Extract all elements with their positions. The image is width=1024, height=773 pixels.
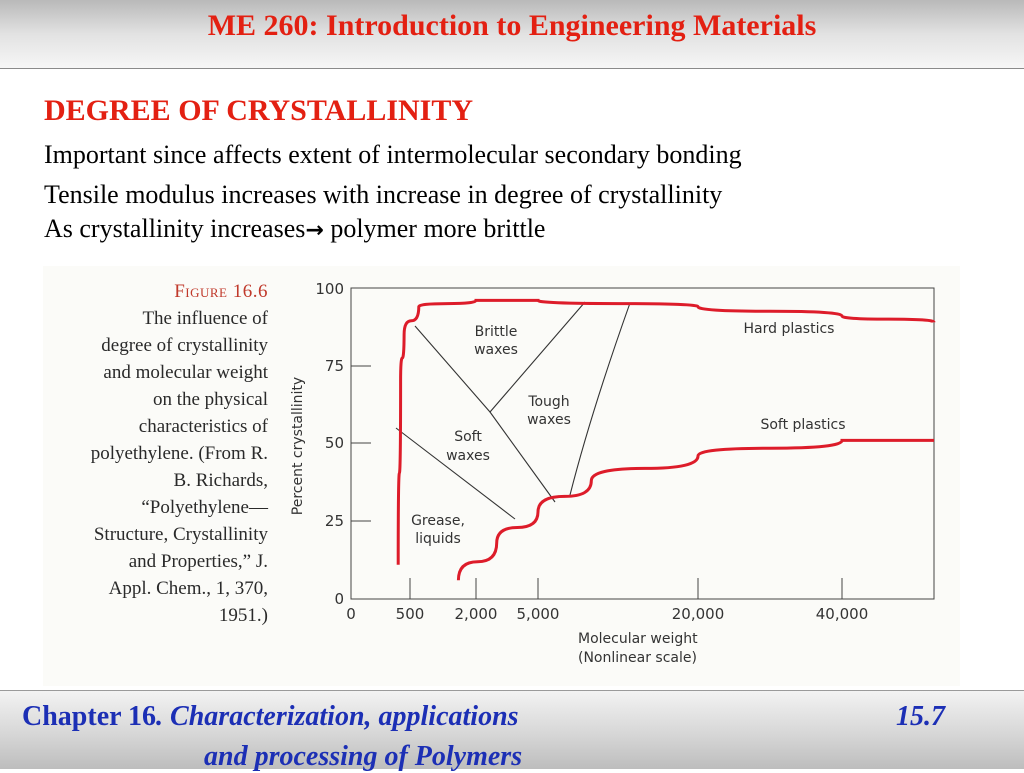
region-label: liquids (415, 531, 461, 547)
caption-line: and molecular weight (103, 362, 268, 383)
x-axis-label: Molecular weight (578, 631, 698, 647)
caption-line: degree of crystallinity (101, 335, 268, 356)
boundary-grease-soft (395, 427, 516, 520)
x-tick-label: 0 (346, 605, 356, 623)
chapter-number: Chapter 16 (22, 701, 157, 732)
bullet-line-2: Tensile modulus increases with increase … (44, 180, 723, 209)
crystallinity-chart: 0 25 50 75 100 0 500 2,000 5,000 20,000 … (290, 280, 936, 666)
x-tick-labels: 0 500 2,000 5,000 20,000 40,000 (346, 605, 868, 623)
y-tick-label: 0 (334, 590, 344, 608)
figure-16-6: Figure 16.6 The influence of degree of c… (43, 266, 960, 686)
series-lower-curve (456, 438, 934, 581)
region-label: waxes (527, 412, 571, 428)
chapter-subtitle: . Characterization, applications (156, 701, 519, 732)
line3-text-after: polymer more brittle (323, 214, 546, 243)
bullet-line-1: Important since affects extent of interm… (44, 140, 742, 169)
footer-chapter: Chapter 16. Characterization, applicatio… (22, 701, 519, 733)
region-boundaries (395, 301, 631, 520)
region-label: Brittle (475, 324, 518, 340)
caption-line: Structure, Crystallinity (93, 524, 268, 545)
x-tick-label: 2,000 (455, 605, 498, 623)
caption-line: The influence of (142, 308, 268, 329)
bullet-line-3: As crystallinity increases→ polymer more… (44, 214, 545, 244)
region-label: waxes (474, 342, 518, 358)
line3-text-before: As crystallinity increases (44, 214, 306, 243)
x-axis-note: (Nonlinear scale) (578, 650, 697, 666)
y-tick-label: 100 (315, 280, 344, 298)
figure-caption: Figure 16.6 The influence of degree of c… (43, 278, 268, 629)
plot-frame (350, 287, 935, 600)
region-label: waxes (446, 448, 490, 464)
x-tick-label: 20,000 (672, 605, 725, 623)
boundary-tough-soft (489, 411, 556, 503)
caption-line: Appl. Chem., 1, 370, (108, 578, 268, 599)
y-tick-label: 75 (325, 357, 344, 375)
y-tick-label: 50 (325, 434, 344, 452)
y-tick-labels: 0 25 50 75 100 (315, 280, 344, 608)
right-arrow-icon: → (305, 218, 324, 243)
series-upper-curve (396, 298, 936, 565)
caption-title: Figure 16.6 (174, 281, 268, 302)
region-label: Tough (527, 394, 569, 410)
region-labels: Brittle waxes Tough waxes Soft waxes Gre… (411, 321, 845, 547)
x-tick-label: 500 (396, 605, 425, 623)
caption-line: and Properties,” J. (128, 551, 268, 572)
slide-footer: Chapter 16. Characterization, applicatio… (0, 690, 1024, 772)
caption-line: on the physical (152, 389, 268, 410)
slide-title: ME 260: Introduction to Engineering Mate… (207, 9, 817, 42)
region-label: Soft (454, 429, 482, 445)
caption-line: polyethylene. (From R. (90, 443, 268, 464)
section-heading: DEGREE OF CRYSTALLINITY (44, 94, 474, 127)
caption-line: B. Richards, (173, 470, 268, 491)
y-tick-label: 25 (325, 512, 344, 530)
caption-line: characteristics of (138, 416, 268, 437)
y-axis-label: Percent crystallinity (290, 377, 306, 515)
slide-number: 15.7 (896, 701, 945, 732)
slide-header: ME 260: Introduction to Engineering Mate… (0, 0, 1024, 69)
caption-line: 1951.) (218, 605, 268, 626)
caption-line: “Polyethylene— (141, 497, 268, 518)
boundary-tough-plastics (569, 302, 631, 496)
x-tick-label: 5,000 (517, 605, 560, 623)
x-tick-marks (409, 578, 843, 599)
chapter-subtitle-line2: and processing of Polymers (204, 741, 523, 772)
region-label: Grease, (411, 513, 465, 529)
region-label: Soft plastics (760, 417, 845, 433)
y-tick-marks (351, 365, 371, 522)
region-label: Hard plastics (744, 321, 835, 337)
x-tick-label: 40,000 (816, 605, 869, 623)
